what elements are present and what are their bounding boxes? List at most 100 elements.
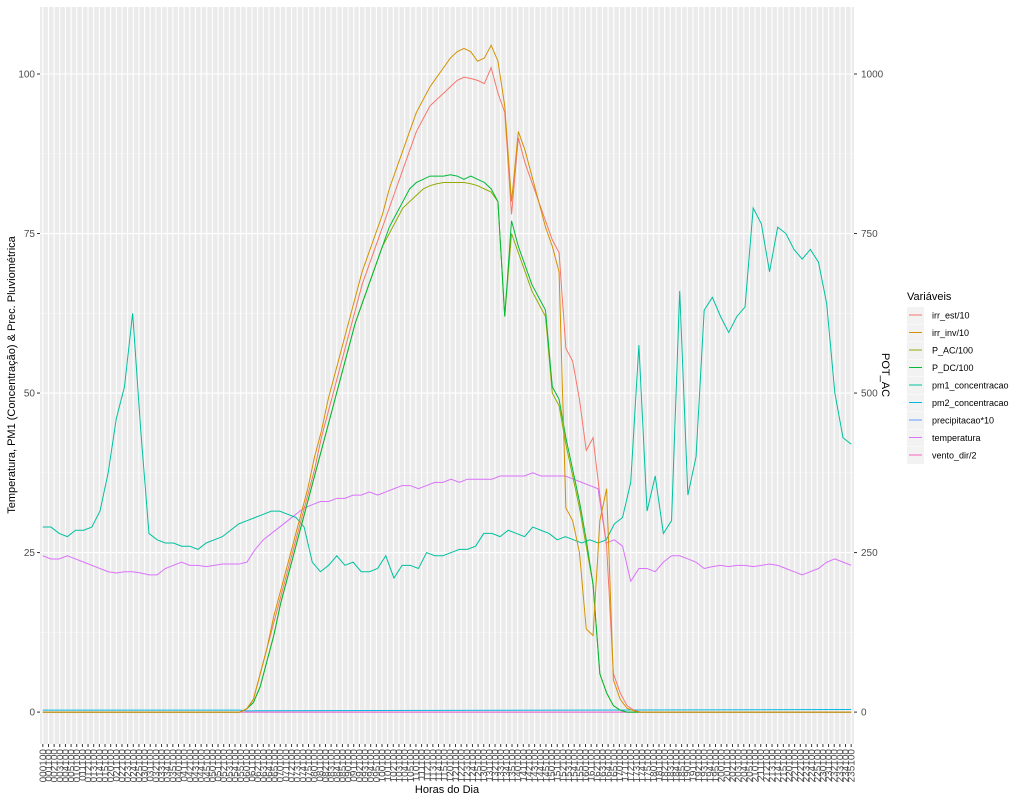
plot-background: [40, 7, 854, 744]
x-tick-label: 095100: [372, 749, 383, 783]
x-tick-label: 182100: [660, 749, 671, 783]
x-tick-label: 155100: [575, 749, 586, 783]
series-line-pm1-concentracao: [42, 206, 852, 580]
x-tick-label: 130100: [479, 749, 490, 783]
y2-tick-label: 0: [861, 708, 867, 719]
y2-axis-title: POT_AC: [879, 353, 891, 397]
x-tick-label: 224100: [807, 749, 818, 783]
legend-label: precipitacao*10: [932, 416, 994, 426]
x-tick-label: 061100: [247, 749, 258, 782]
x-tick-label: 011100: [78, 749, 89, 781]
x-tick-label: 001100: [44, 749, 55, 782]
x-tick-label: 085100: [338, 749, 349, 783]
x-tick-label: 115100: [440, 749, 451, 782]
x-tick-label: 220100: [784, 749, 795, 783]
x-tick-label: 180100: [649, 749, 660, 783]
x-tick-label: 082100: [321, 749, 332, 783]
x-tick-label: 024100: [129, 749, 140, 783]
y2-tick-label: 750: [861, 229, 878, 240]
x-tick-label: 161100: [587, 749, 598, 782]
x-tick-label: 040100: [174, 749, 185, 783]
x-tick-label: 185100: [677, 749, 688, 783]
x-tick-label: 064100: [264, 749, 275, 783]
x-tick-label: 020100: [106, 749, 117, 783]
x-tick-label: 171100: [621, 749, 632, 782]
series-line-temperatura: [42, 472, 852, 583]
x-tick-label: 032100: [151, 749, 162, 783]
x-tick-label: 191100: [688, 749, 699, 782]
x-tick-label: 202100: [728, 749, 739, 783]
x-tick-label: 184100: [671, 749, 682, 783]
x-tick-label: 042100: [185, 749, 196, 783]
x-tick-label: 160100: [581, 749, 592, 783]
x-tick-label: 203100: [734, 749, 745, 783]
x-tick-label: 143100: [530, 749, 541, 783]
x-tick-label: 205100: [745, 749, 756, 783]
legend: Variáveis irr_est/10 irr_inv/10 P_AC/100 P_…: [907, 291, 1009, 464]
x-tick-label: 073100: [293, 749, 304, 783]
legend-label: irr_est/10: [932, 311, 970, 321]
x-tick-label: 081100: [315, 749, 326, 782]
x-tick-label: 022100: [117, 749, 128, 783]
x-tick-label: 030100: [140, 749, 151, 783]
x-tick-label: 151100: [553, 749, 564, 782]
x-tick-label: 214100: [773, 749, 784, 783]
y-axis-left: 0 25 50 75 100: [18, 70, 40, 719]
x-tick-label: 025100: [134, 749, 145, 783]
x-tick-label: 063100: [259, 749, 270, 783]
x-tick-label: 050100: [208, 749, 219, 783]
x-tick-label: 230100: [818, 749, 829, 783]
x-tick-label: 225100: [813, 749, 824, 783]
x-tick-label: 150100: [547, 749, 558, 783]
x-tick-label: 091100: [349, 749, 360, 782]
x-tick-label: 162100: [592, 749, 603, 783]
x-tick-label: 070100: [276, 749, 287, 783]
x-tick-label: 132100: [491, 749, 502, 783]
x-tick-label: 215100: [779, 749, 790, 783]
x-tick-label: 190100: [683, 749, 694, 783]
x-tick-label: 183100: [666, 749, 677, 783]
x-tick-label: 145100: [541, 749, 552, 783]
y-axis-right: 0 250 500 750 1000: [854, 70, 884, 719]
x-tick-label: 052100: [219, 749, 230, 783]
grid-major: [40, 7, 854, 744]
x-tick-label: 121100: [451, 749, 462, 782]
x-tick-label: 221100: [790, 749, 801, 782]
x-tick-label: 062100: [253, 749, 264, 783]
x-tick-label: 010100: [72, 749, 83, 783]
x-tick-label: 170100: [615, 749, 626, 783]
grid-minor: [40, 153, 854, 633]
x-tick-label: 140100: [513, 749, 524, 783]
x-tick-label: 192100: [694, 749, 705, 783]
x-tick-label: 071100: [281, 749, 292, 782]
x-tick-label: 015100: [101, 749, 112, 783]
x-tick-label: 120100: [445, 749, 456, 783]
x-tick-label: 041100: [180, 749, 191, 782]
x-tick-label: 222100: [796, 749, 807, 783]
x-tick-label: 005100: [67, 749, 78, 783]
x-tick-label: 035100: [168, 749, 179, 783]
x-tick-label: 034100: [163, 749, 174, 783]
x-tick-label: 231100: [824, 749, 835, 782]
x-tick-label: 094100: [366, 749, 377, 783]
x-tick-label: 110100: [411, 749, 422, 782]
series-group: [42, 44, 852, 713]
y-tick-label: 100: [18, 70, 35, 81]
x-tick-label: 023100: [123, 749, 134, 783]
x-tick-label: 174100: [638, 749, 649, 783]
x-tick-label: 060100: [242, 749, 253, 783]
x-tick-label: 012100: [84, 749, 95, 783]
x-tick-label: 112100: [423, 749, 434, 782]
x-tick-label: 234100: [841, 749, 852, 783]
y-tick-label: 50: [24, 389, 36, 400]
x-tick-label: 002100: [50, 749, 61, 783]
x-tick-label: 053100: [225, 749, 236, 783]
x-tick-label: 003100: [55, 749, 66, 783]
x-tick-label: 154100: [570, 749, 581, 783]
x-tick-label: 175100: [643, 749, 654, 783]
series-line-irr-inv-10: [42, 44, 852, 713]
x-tick-label: 013100: [89, 749, 100, 783]
x-tick-label: 125100: [474, 749, 485, 783]
x-tick-label: 235100: [847, 749, 858, 783]
y-axis-title: Temperatura, PM1 (Concentração) & Prec. …: [6, 235, 18, 513]
